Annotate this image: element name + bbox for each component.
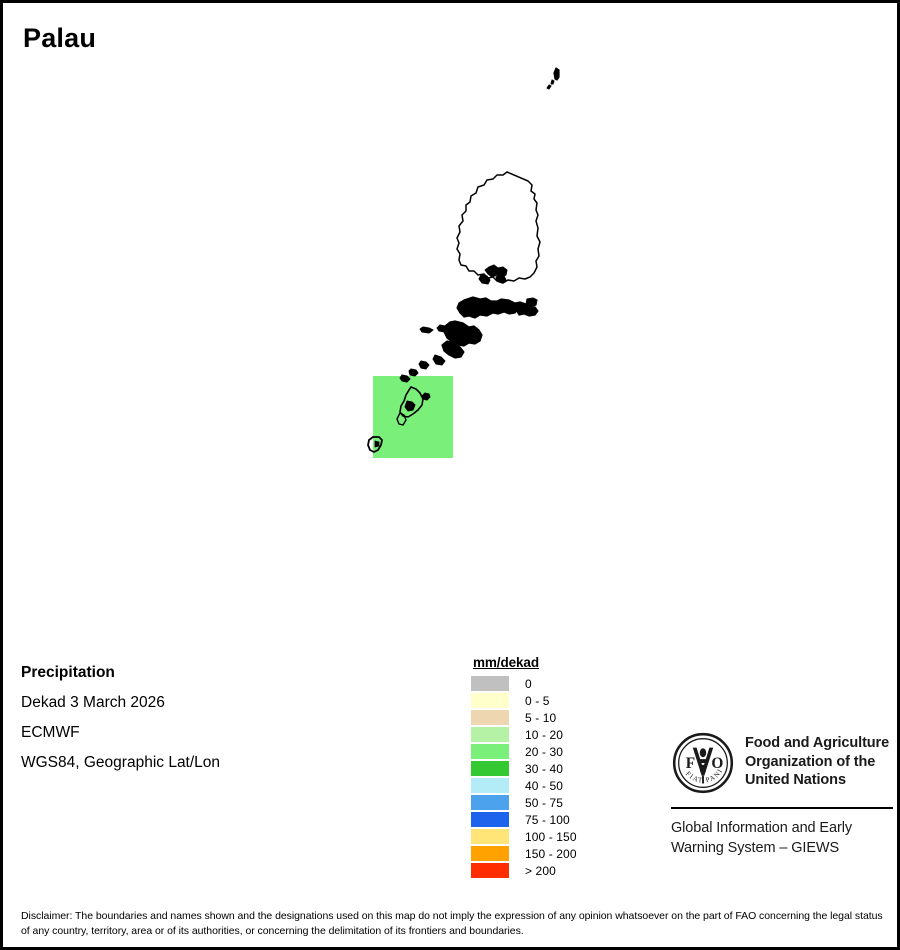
svg-text:O: O xyxy=(711,755,723,772)
island-koror-cluster xyxy=(456,296,519,319)
legend-swatch xyxy=(471,812,509,827)
precipitation-raster-cell xyxy=(373,376,453,458)
map-variable-label: Precipitation xyxy=(21,664,115,681)
legend-label: 75 - 100 xyxy=(525,812,570,827)
map-info-block: Precipitation Dekad 3 March 2026 ECMWF W… xyxy=(21,658,351,778)
island-islet-green-top xyxy=(399,374,411,383)
legend-label: 10 - 20 xyxy=(525,727,564,742)
legend-item: 100 - 150 xyxy=(471,828,577,845)
fao-org-line: United Nations xyxy=(745,772,846,788)
legend-swatch xyxy=(471,846,509,861)
legend-swatch xyxy=(471,829,509,844)
island-koror xyxy=(443,320,483,347)
giews-programme-name: Global Information and Early Warning Sys… xyxy=(671,818,895,858)
fao-org-line: Organization of the xyxy=(745,753,876,770)
giews-line: Warning System – GIEWS xyxy=(671,840,840,856)
island-rock-islands-south xyxy=(441,340,465,359)
legend-label: 100 - 150 xyxy=(525,829,577,844)
island-peleliu-inner xyxy=(404,400,416,412)
legend-swatch xyxy=(471,795,509,810)
island-kayangel-reef xyxy=(550,79,555,85)
legend-item: 0 - 5 xyxy=(471,692,577,709)
island-angaur-notch xyxy=(374,440,380,448)
page-title: Palau xyxy=(23,23,97,53)
island-angaur xyxy=(367,436,383,453)
legend-swatch xyxy=(471,710,509,725)
island-islet-mid-2 xyxy=(418,360,430,370)
island-islet-mid-1 xyxy=(432,354,446,366)
legend-label: 0 xyxy=(525,676,532,691)
map-canvas xyxy=(367,67,560,458)
disclaimer-text: Disclaimer: The boundaries and names sho… xyxy=(21,910,883,937)
fao-org-line: Food and Agriculture xyxy=(745,735,890,751)
legend: mm/dekad 0 0 - 5 5 - 10 10 - 20 20 - 30 … xyxy=(471,655,577,879)
legend-label: 50 - 75 xyxy=(525,795,564,810)
legend-item: 150 - 200 xyxy=(471,845,577,862)
island-peleliu-south xyxy=(396,412,407,426)
legend-label: 30 - 40 xyxy=(525,761,564,776)
legend-label: 0 - 5 xyxy=(525,693,550,708)
legend-swatch xyxy=(471,761,509,776)
legend-item: 40 - 50 xyxy=(471,777,577,794)
map-projection-label: WGS84, Geographic Lat/Lon xyxy=(21,754,221,771)
svg-text:F: F xyxy=(686,755,695,772)
legend-item: 0 xyxy=(471,675,577,692)
island-babeldaob xyxy=(456,171,541,284)
island-babeldaob-bay xyxy=(484,264,508,278)
legend-swatch xyxy=(471,676,509,691)
legend-item: 50 - 75 xyxy=(471,794,577,811)
legend-swatch xyxy=(471,727,509,742)
giews-line: Global Information and Early xyxy=(671,820,852,836)
island-rock-islands-east xyxy=(515,304,539,317)
legend-label: 20 - 30 xyxy=(525,744,564,759)
legend-label: > 200 xyxy=(525,863,556,878)
legend-item: 30 - 40 xyxy=(471,760,577,777)
legend-item: 10 - 20 xyxy=(471,726,577,743)
legend-swatch xyxy=(471,778,509,793)
map-period-label: Dekad 3 March 2026 xyxy=(21,694,165,711)
legend-item: > 200 xyxy=(471,862,577,879)
island-rock-islands-far-east xyxy=(525,297,538,308)
coastline-layer xyxy=(367,67,560,453)
island-islet-mid-3 xyxy=(408,368,419,377)
fao-divider xyxy=(671,807,893,809)
island-peleliu xyxy=(399,386,424,418)
fao-logo-icon: F O FIAT PANIS xyxy=(671,731,734,794)
fao-branding-block: F O FIAT PANIS Food and Agriculture Orga… xyxy=(671,731,895,858)
island-islet-green-east xyxy=(421,392,431,401)
map-source-label: ECMWF xyxy=(21,724,80,741)
legend-label: 40 - 50 xyxy=(525,778,564,793)
legend-swatch xyxy=(471,693,509,708)
island-kayangel xyxy=(553,67,560,81)
legend-item: 20 - 30 xyxy=(471,743,577,760)
island-babeldaob-bay-2 xyxy=(478,274,491,285)
legend-item: 5 - 10 xyxy=(471,709,577,726)
legend-title: mm/dekad xyxy=(473,655,539,670)
island-babeldaob-islets xyxy=(495,274,507,284)
fao-organization-name: Food and Agriculture Organization of the… xyxy=(745,731,889,790)
legend-item: 75 - 100 xyxy=(471,811,577,828)
legend-swatch xyxy=(471,863,509,878)
island-islet-west-1 xyxy=(419,326,434,334)
legend-label: 5 - 10 xyxy=(525,710,557,725)
legend-swatch xyxy=(471,744,509,759)
legend-label: 150 - 200 xyxy=(525,846,577,861)
island-kayangel-tail xyxy=(546,84,552,90)
